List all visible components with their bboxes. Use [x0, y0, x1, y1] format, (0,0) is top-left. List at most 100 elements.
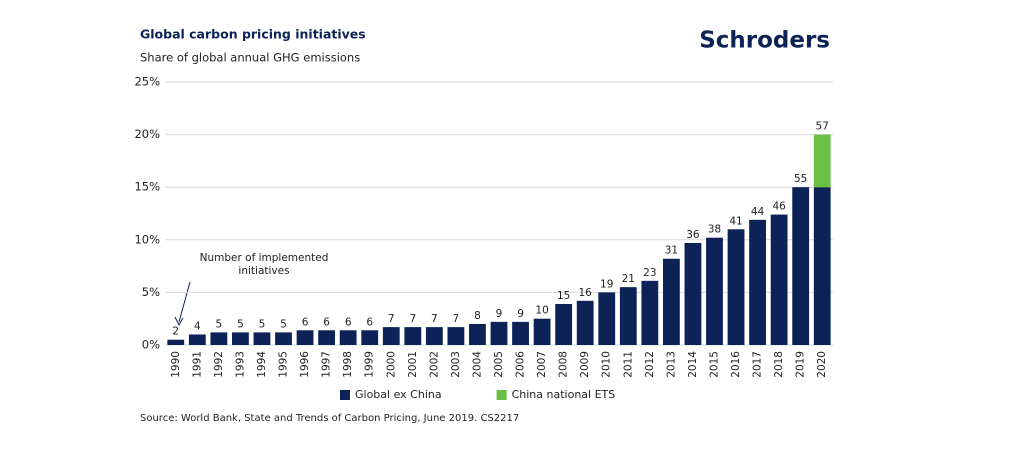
bar [296, 330, 314, 345]
x-tick-label: 2006 [515, 351, 527, 378]
count-label: 7 [388, 313, 395, 325]
bar [361, 330, 379, 345]
bar [533, 318, 551, 345]
legend-label: Global ex China [355, 388, 442, 401]
bar [792, 187, 810, 345]
annotation: Number of implemented [200, 252, 329, 264]
bar [275, 332, 292, 345]
count-label: 46 [772, 201, 786, 213]
bar [813, 187, 831, 345]
bar [749, 219, 766, 345]
bar [576, 300, 594, 345]
source-note: Source: World Bank, State and Trends of … [140, 413, 519, 424]
x-tick-label: 2008 [558, 351, 570, 378]
x-tick-label: 2004 [471, 351, 483, 378]
bar [232, 332, 249, 345]
bar [641, 280, 659, 345]
x-tick-label: 2001 [407, 351, 419, 378]
annotation-arrowhead [174, 316, 184, 327]
x-tick-label: 1991 [191, 351, 203, 378]
x-tick-label: 1990 [170, 351, 182, 378]
x-tick-label: 2017 [752, 351, 764, 378]
x-tick-label: 2003 [450, 351, 462, 378]
count-label: 7 [453, 313, 460, 325]
count-label: 6 [345, 316, 352, 328]
count-label: 9 [496, 308, 503, 320]
count-label: 2 [172, 326, 179, 338]
count-label: 4 [194, 320, 201, 332]
bar [512, 321, 529, 345]
bar [425, 327, 443, 345]
chart-subtitle: Share of global annual GHG emissions [140, 51, 360, 65]
x-tick-label: 2009 [579, 351, 591, 378]
count-label: 36 [686, 229, 700, 241]
bar [619, 287, 637, 345]
x-tick-label: 2000 [385, 351, 397, 378]
count-label: 10 [535, 305, 548, 317]
y-tick-label: 5% [142, 285, 160, 299]
bar [188, 334, 206, 345]
count-label: 6 [302, 316, 309, 328]
x-tick-label: 2010 [601, 351, 613, 378]
count-label: 5 [216, 318, 223, 330]
count-label: 21 [622, 273, 635, 285]
x-tick-label: 1995 [278, 351, 290, 378]
bar [404, 327, 422, 345]
count-label: 5 [280, 318, 287, 330]
annotation: initiatives [238, 265, 289, 277]
x-tick-label: 1999 [364, 351, 376, 378]
count-label: 31 [665, 245, 678, 257]
x-tick-label: 2014 [687, 351, 699, 378]
count-label: 41 [729, 215, 742, 227]
logo: Schroders [699, 28, 830, 54]
bar [490, 321, 508, 345]
x-tick-label: 2013 [665, 351, 677, 378]
count-label: 6 [366, 316, 373, 328]
y-tick-label: 0% [142, 338, 160, 352]
bar [598, 292, 616, 345]
bar [253, 332, 271, 345]
x-tick-label: 2007 [536, 351, 548, 378]
x-tick-label: 2018 [773, 351, 785, 378]
count-label: 57 [816, 121, 829, 133]
chart-title: Global carbon pricing initiatives [140, 27, 366, 42]
bar [469, 323, 486, 345]
count-label: 5 [237, 318, 244, 330]
legend-swatch [340, 390, 350, 400]
x-tick-label: 2019 [795, 351, 807, 378]
bar [382, 327, 400, 345]
count-label: 8 [474, 310, 481, 322]
bar [706, 237, 723, 345]
bar [770, 214, 788, 345]
y-tick-label: 25% [134, 75, 160, 89]
x-tick-label: 1994 [256, 351, 268, 378]
count-label: 7 [409, 313, 416, 325]
x-tick-label: 2002 [428, 351, 440, 378]
count-label: 38 [708, 224, 721, 236]
legend-label: China national ETS [512, 388, 616, 401]
x-tick-label: 2012 [644, 351, 656, 378]
bar [684, 242, 702, 345]
x-tick-label: 2020 [816, 351, 828, 378]
x-tick-label: 1997 [321, 351, 333, 378]
x-tick-label: 2011 [622, 351, 634, 378]
x-tick-label: 2005 [493, 351, 505, 378]
count-label: 9 [517, 308, 524, 320]
y-tick-label: 20% [134, 127, 160, 141]
legend-swatch [496, 390, 507, 400]
x-tick-label: 2015 [708, 351, 720, 378]
bar [167, 339, 185, 345]
bar [813, 134, 831, 188]
bar [555, 303, 573, 345]
count-label: 19 [600, 278, 613, 290]
bar [662, 258, 680, 345]
bar [339, 330, 357, 345]
bar [447, 327, 465, 345]
x-tick-label: 1992 [213, 351, 225, 378]
y-tick-label: 10% [134, 232, 160, 246]
count-label: 7 [431, 313, 438, 325]
x-tick-label: 2016 [730, 351, 742, 378]
bar [727, 229, 745, 345]
